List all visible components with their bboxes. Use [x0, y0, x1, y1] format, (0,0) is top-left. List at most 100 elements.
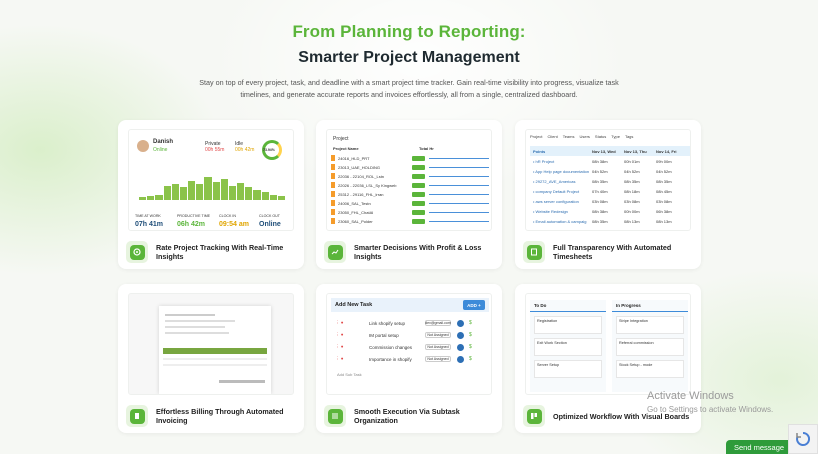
invoice-document [159, 306, 271, 394]
project-row: 23050_FHL_ChatAI [331, 208, 489, 216]
subtask-name: Link shopify setup [369, 320, 406, 326]
subtask-name: IM portal setup [369, 332, 399, 338]
feature-label: Smooth Execution Via Subtask Organizatio… [324, 404, 494, 428]
feature-label: Full Transparency With Automated Timeshe… [523, 240, 693, 264]
activity-bar [171, 184, 179, 200]
assignee-chip: dev@gmail.com [425, 320, 451, 326]
hero-title-line2: Smarter Project Management [298, 49, 520, 66]
activity-bar [277, 196, 286, 200]
feature-card-rate-tracking[interactable]: Danish Online Private 00h 55m Idle 00h 4… [118, 120, 304, 269]
activity-bar [204, 176, 212, 200]
list-icon [324, 405, 346, 427]
hero-description: Stay on top of every project, task, and … [199, 78, 619, 99]
feature-card-timesheets[interactable]: Project Client Teams Users Status Type Tags Po… [515, 120, 701, 269]
screenshot-project-list: Project Project Name Total Hr 24016_HLD_… [326, 129, 492, 231]
screenshot-kanban-board: To Do Registration Exit Work Section Ser… [525, 293, 691, 395]
task-card: Stock Setup - mode [616, 360, 684, 378]
private-label: Private [205, 141, 221, 147]
filter-tab: Project [530, 134, 543, 139]
idle-label: Idle [235, 141, 244, 147]
add-button: ADD + [463, 300, 485, 310]
filter-tab: Client [547, 134, 558, 139]
filter-tabs: Project Client Teams Users Status Type Tags [530, 134, 633, 139]
project-name: 24006_SAL_Testn [338, 200, 371, 206]
chart-icon [324, 241, 346, 263]
clipboard-icon [523, 241, 545, 263]
recaptcha-icon [796, 431, 811, 446]
feature-label: Smarter Decisions With Profit & Loss Ins… [324, 240, 494, 264]
assignee-chip: Not Assigned [425, 332, 451, 338]
feature-title: Optimized Workflow With Visual Boards [553, 411, 690, 421]
private-value: 00h 55m [205, 147, 225, 153]
project-row: 23060_SAL_Polder [331, 217, 489, 225]
add-task-header: Add New Task ADD + [331, 298, 489, 312]
assignee-chip: Not Assigned [425, 356, 451, 362]
project-name: 23050_FHL_ChatAI [338, 209, 374, 215]
project-name: 24016_HLD_PRT [338, 155, 370, 161]
invoice-icon [126, 405, 148, 427]
screenshot-invoice [128, 293, 294, 395]
hero-section: From Planning to Reporting: Smarter Proj… [0, 22, 818, 101]
project-row: 24006_SAL_Testn [331, 199, 489, 207]
activate-subtitle: Go to Settings to activate Windows. [647, 405, 774, 414]
activity-bar [212, 181, 220, 200]
feature-title: Smarter Decisions With Profit & Loss Ins… [354, 243, 482, 261]
productivity-gauge [262, 140, 282, 160]
feature-label: Optimized Workflow With Visual Boards [523, 404, 693, 428]
feature-card-subtasks[interactable]: Add New Task ADD + ⋮ ● Link shopify setup… [316, 284, 502, 433]
column-header: Project Name [333, 146, 359, 151]
subtask-row: ⋮ ● Importance in shopify Not Assigned $ [335, 355, 472, 363]
task-card: Server Setup [534, 360, 602, 378]
stat-label: CLOCK IN [219, 214, 236, 218]
project-name: 22036 - 22104_ROL_Lstn [338, 173, 385, 179]
task-card: Exit Work Section [534, 338, 602, 356]
filter-tab: Teams [562, 134, 575, 139]
project-row: 22026 - 22036_LSL_Sy Kingweb [331, 181, 489, 189]
recaptcha-badge [788, 424, 818, 454]
activity-bar [147, 196, 155, 200]
activate-title: Activate Windows [647, 390, 734, 402]
activity-bar [220, 179, 228, 200]
avatar [137, 140, 149, 152]
activity-bar [237, 183, 245, 200]
feature-label: Effortless Billing Through Automated Inv… [126, 404, 296, 428]
subtask-row: ⋮ ● IM portal setup Not Assigned $ [335, 331, 472, 339]
activity-bar [155, 194, 163, 200]
project-name: 23013_UAE_HOLDING [338, 164, 381, 170]
subtask-name: Commission changes [369, 344, 413, 350]
feature-label: Rate Project Tracking With Real-Time Ins… [126, 240, 296, 264]
gauge-value: 73.94% [263, 148, 275, 152]
stat-label: PRODUCTIVE TIME [177, 214, 211, 218]
screenshot-tracking-dashboard: Danish Online Private 00h 55m Idle 00h 4… [128, 129, 294, 231]
table-row: • Website Redesign 08h 38m 00h 00m 06h 38m [533, 208, 672, 214]
activity-bar [139, 197, 147, 200]
filter-tab: Type [611, 134, 620, 139]
activity-bar [163, 185, 171, 200]
hero-title-line1: From Planning to Reporting: [292, 22, 526, 41]
task-card: Stripe Integration [616, 316, 684, 334]
panel-title: Project [333, 136, 349, 142]
feature-card-profit-loss[interactable]: Project Project Name Total Hr 24016_HLD_… [316, 120, 502, 269]
activity-bar [196, 184, 204, 200]
subtask-row: ⋮ ● Commission changes Not Assigned $ [335, 343, 472, 351]
project-row: 24016_HLD_PRT [331, 154, 489, 162]
feature-card-invoicing[interactable]: Effortless Billing Through Automated Inv… [118, 284, 304, 433]
filter-tab: Tags [624, 134, 634, 139]
activity-bar [188, 180, 196, 200]
table-row: • 29272_AVE_Americas 08h 35m 08h 35m 08h 35… [533, 178, 672, 184]
idle-value: 00h 42m [235, 147, 255, 153]
feature-card-boards[interactable]: To Do Registration Exit Work Section Ser… [515, 284, 701, 433]
activity-bar [261, 192, 269, 200]
column-title: In Progress [612, 300, 688, 312]
add-subtask-link: Add Sub Task [337, 372, 362, 377]
project-row: 25312 - 29116_FHL_lrran [331, 190, 489, 198]
column-header: Total Hr [419, 146, 434, 151]
feature-title: Rate Project Tracking With Real-Time Ins… [156, 243, 284, 261]
assignee-chip: Not Assigned [425, 344, 451, 350]
windows-activation-watermark: Activate Windows Go to Settings to activ… [647, 390, 773, 414]
screenshot-timesheet: Project Client Teams Users Status Type Tags Po… [525, 129, 691, 231]
table-row: • hR Project 08h 38m 00h 01m 09h 00m [533, 158, 672, 164]
activity-bar [245, 187, 253, 200]
stat-value: 07h 41m [135, 221, 164, 228]
project-name: 23060_SAL_Polder [338, 218, 373, 224]
